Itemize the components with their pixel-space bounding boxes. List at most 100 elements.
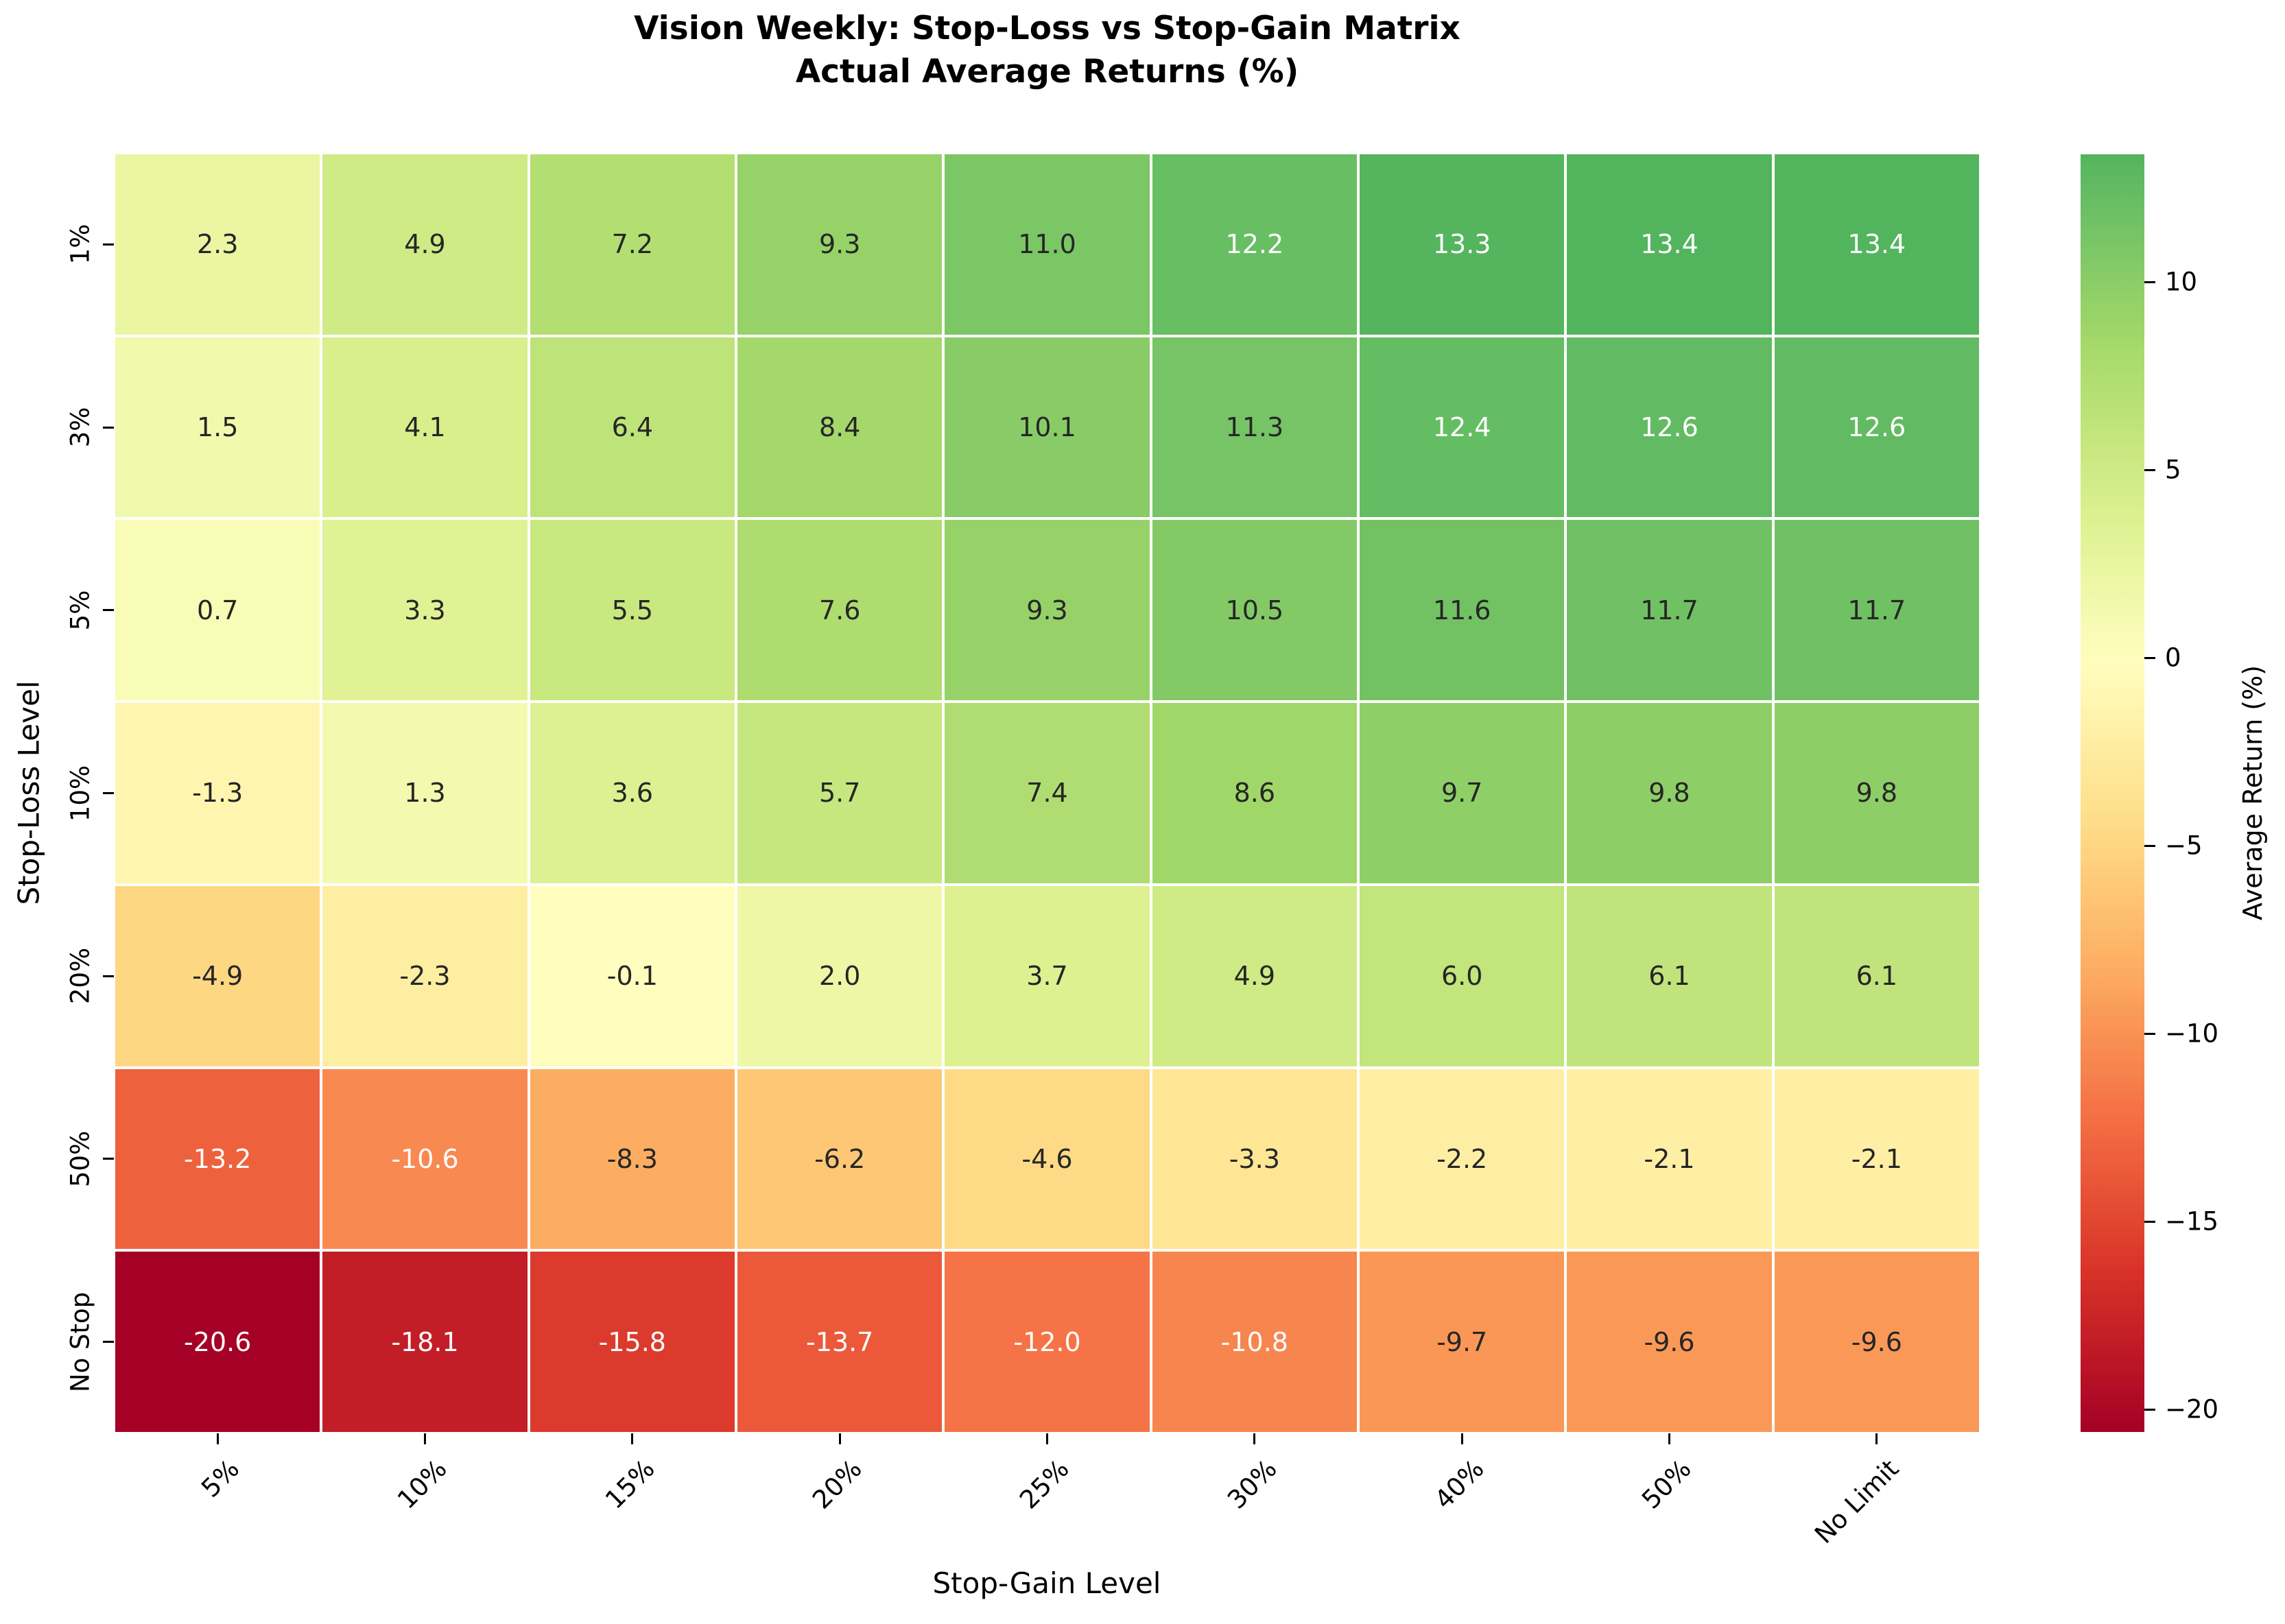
y-tick-label: 20% xyxy=(65,948,95,1005)
y-tick-mark xyxy=(103,1158,114,1160)
x-tick-mark xyxy=(216,1433,219,1444)
heatmap-cell: -4.6 xyxy=(945,1068,1150,1250)
heatmap-cell: 7.4 xyxy=(945,703,1150,883)
y-tick-mark xyxy=(103,792,114,794)
colorbar-title: Average Return (%) xyxy=(2238,665,2268,921)
heatmap-cell: 3.6 xyxy=(530,703,735,883)
x-tick-mark xyxy=(1875,1433,1878,1444)
heatmap-cell: -13.2 xyxy=(115,1068,320,1250)
heatmap-cell: -9.7 xyxy=(1360,1252,1565,1432)
heatmap-cell: 9.8 xyxy=(1774,703,1979,883)
y-tick-label: 3% xyxy=(65,407,95,448)
heatmap-cell: 12.4 xyxy=(1360,337,1565,518)
heatmap-cell: 13.4 xyxy=(1774,154,1979,335)
heatmap-cell: 12.2 xyxy=(1152,154,1357,335)
heatmap-cell: 4.9 xyxy=(322,154,528,335)
heatmap-cell: 6.4 xyxy=(530,337,735,518)
y-tick-mark xyxy=(103,426,114,429)
x-tick-label: 20% xyxy=(807,1454,868,1515)
heatmap-cell: 12.6 xyxy=(1774,337,1979,518)
heatmap-cell: -12.0 xyxy=(945,1252,1150,1432)
x-tick-mark xyxy=(631,1433,634,1444)
heatmap-cell: 12.6 xyxy=(1567,337,1772,518)
x-tick-label: 10% xyxy=(392,1454,453,1515)
x-tick-label: 5% xyxy=(196,1454,246,1503)
x-tick-mark xyxy=(424,1433,426,1444)
colorbar-tick-mark xyxy=(2144,280,2155,283)
heatmap-cell: -8.3 xyxy=(530,1068,735,1250)
heatmap-cell: -20.6 xyxy=(115,1252,320,1432)
y-tick-mark xyxy=(103,243,114,246)
x-tick-label: 15% xyxy=(599,1454,661,1515)
heatmap-cell: 11.0 xyxy=(945,154,1150,335)
x-tick-mark xyxy=(1460,1433,1463,1444)
heatmap-cell: 6.1 xyxy=(1774,885,1979,1066)
colorbar-tick-mark xyxy=(2144,656,2155,659)
heatmap-cell: -2.3 xyxy=(322,885,528,1066)
heatmap-cell: 11.7 xyxy=(1567,520,1772,701)
heatmap-cell: 10.5 xyxy=(1152,520,1357,701)
heatmap-cell: -2.2 xyxy=(1360,1068,1565,1250)
heatmap-cell: -15.8 xyxy=(530,1252,735,1432)
heatmap-cell: 7.6 xyxy=(737,520,943,701)
heatmap-cell: 9.3 xyxy=(945,520,1150,701)
heatmap-cell: 1.3 xyxy=(322,703,528,883)
heatmap-cell: 11.6 xyxy=(1360,520,1565,701)
heatmap-cell: 1.5 xyxy=(115,337,320,518)
heatmap-cell: 9.8 xyxy=(1567,703,1772,883)
heatmap-cell: -9.6 xyxy=(1567,1252,1772,1432)
y-tick-label: 5% xyxy=(65,590,95,631)
heatmap-cell: -10.6 xyxy=(322,1068,528,1250)
heatmap-cell: 6.1 xyxy=(1567,885,1772,1066)
heatmap-cell: 10.1 xyxy=(945,337,1150,518)
y-tick-mark xyxy=(103,609,114,612)
heatmap-cell: 6.0 xyxy=(1360,885,1565,1066)
colorbar-tick-label: 5 xyxy=(2165,455,2181,485)
colorbar-tick-mark xyxy=(2144,468,2155,471)
x-tick-label: 50% xyxy=(1636,1454,1697,1515)
heatmap-cell: -9.6 xyxy=(1774,1252,1979,1432)
heatmap-cell: 2.3 xyxy=(115,154,320,335)
x-tick-label: No Limit xyxy=(1809,1454,1905,1550)
heatmap-cell: -3.3 xyxy=(1152,1068,1357,1250)
heatmap-cell: 2.0 xyxy=(737,885,943,1066)
heatmap-cell: 3.7 xyxy=(945,885,1150,1066)
x-tick-label: 40% xyxy=(1429,1454,1490,1515)
heatmap-cell: -6.2 xyxy=(737,1068,943,1250)
colorbar-tick-label: 10 xyxy=(2165,267,2198,297)
heatmap-cell: 13.3 xyxy=(1360,154,1565,335)
colorbar-tick-label: 0 xyxy=(2165,643,2181,673)
x-tick-mark xyxy=(838,1433,841,1444)
y-tick-mark xyxy=(103,1341,114,1344)
colorbar-gradient xyxy=(2081,154,2144,1432)
heatmap-cell: 7.2 xyxy=(530,154,735,335)
colorbar-tick-mark xyxy=(2144,1220,2155,1223)
x-tick-mark xyxy=(1046,1433,1048,1444)
y-tick-mark xyxy=(103,975,114,977)
colorbar-tick-label: −5 xyxy=(2165,831,2203,861)
chart-title-line2: Actual Average Returns (%) xyxy=(795,53,1299,91)
heatmap-cell: -2.1 xyxy=(1567,1068,1772,1250)
colorbar-tick-mark xyxy=(2144,844,2155,847)
heatmap-cell: 9.3 xyxy=(737,154,943,335)
x-axis-title: Stop-Gain Level xyxy=(932,1566,1161,1600)
heatmap-cell: 13.4 xyxy=(1567,154,1772,335)
heatmap-cell: 9.7 xyxy=(1360,703,1565,883)
x-tick-label: 30% xyxy=(1221,1454,1283,1515)
x-tick-mark xyxy=(1668,1433,1670,1444)
heatmap-cell: -2.1 xyxy=(1774,1068,1979,1250)
heatmap-cell: -10.8 xyxy=(1152,1252,1357,1432)
heatmap-cell: 5.5 xyxy=(530,520,735,701)
heatmap-cell: -1.3 xyxy=(115,703,320,883)
colorbar-tick-label: −20 xyxy=(2165,1394,2219,1424)
y-tick-label: 10% xyxy=(65,765,95,822)
colorbar-tick-mark xyxy=(2144,1032,2155,1035)
heatmap-cell: 4.1 xyxy=(322,337,528,518)
heatmap-cell: 11.7 xyxy=(1774,520,1979,701)
y-axis-title: Stop-Loss Level xyxy=(12,680,46,905)
chart-title: Vision Weekly: Stop-Loss vs Stop-Gain Ma… xyxy=(115,7,1979,94)
x-tick-mark xyxy=(1253,1433,1256,1444)
heatmap-cell: 4.9 xyxy=(1152,885,1357,1066)
heatmap-cell: 8.6 xyxy=(1152,703,1357,883)
